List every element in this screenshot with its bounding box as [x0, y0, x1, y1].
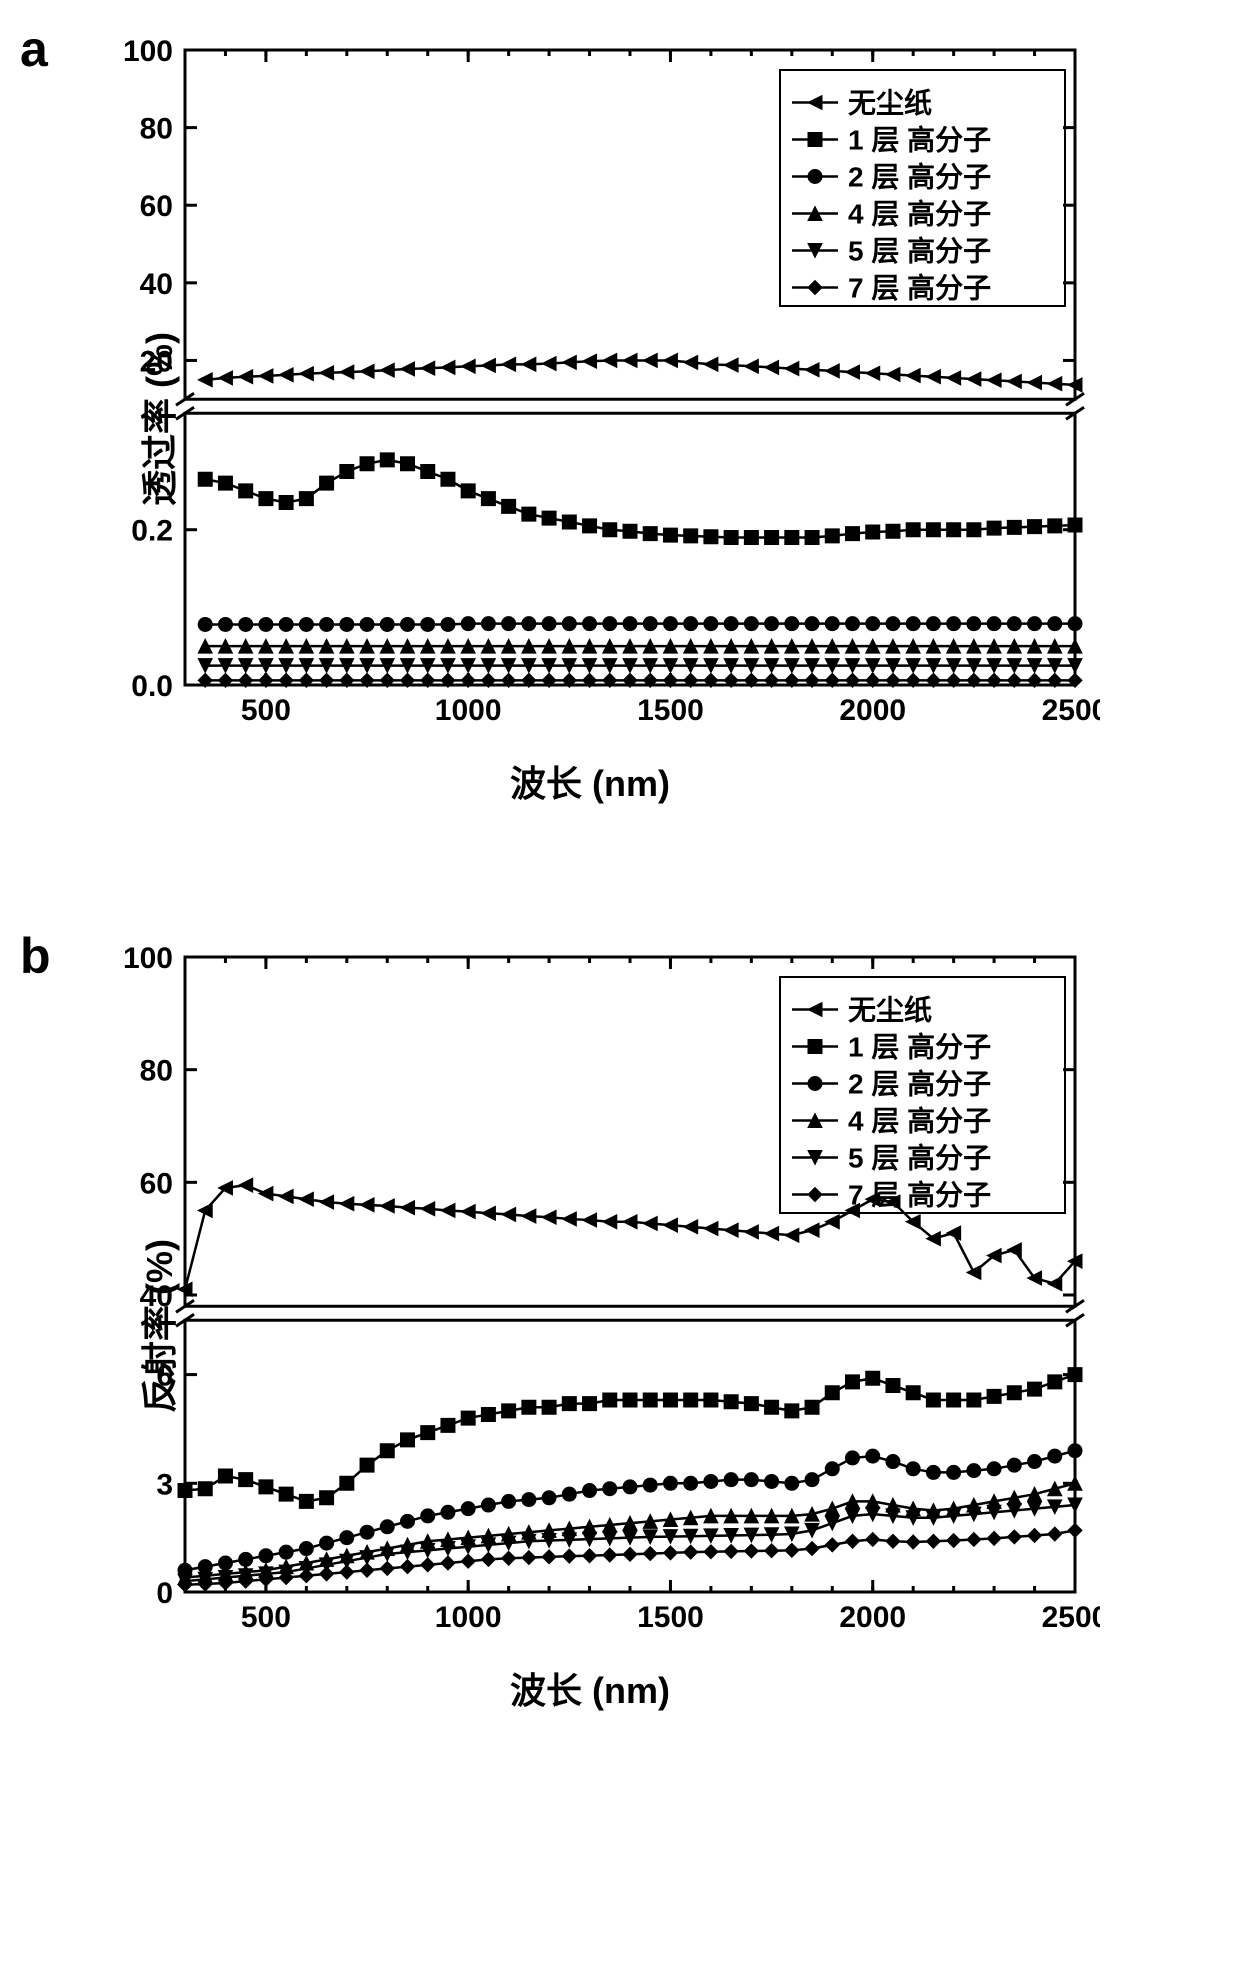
svg-text:0: 0	[156, 1577, 173, 1610]
svg-text:40: 40	[140, 268, 173, 301]
svg-text:60: 60	[140, 1167, 173, 1200]
svg-text:0.2: 0.2	[131, 515, 173, 548]
svg-text:80: 80	[140, 1055, 173, 1088]
svg-text:500: 500	[241, 1601, 291, 1634]
svg-text:2500: 2500	[1042, 694, 1100, 727]
xlabel-a: 波长 (nm)	[510, 755, 670, 807]
series-无尘纸	[205, 360, 1075, 384]
legend-item-5: 7 层 高分子	[848, 273, 991, 304]
chart-b: 5001000150020002500406080100036无尘纸1 层 高分…	[80, 937, 1100, 1657]
series-2层	[205, 624, 1075, 625]
figure-panel-b: b反射率 (%)5001000150020002500406080100036无…	[80, 937, 1240, 1714]
svg-text:1000: 1000	[435, 1601, 502, 1634]
legend-item-1: 1 层 高分子	[848, 1032, 991, 1063]
figure-panel-a: a透过率 (%)5001000150020002500204060801000.…	[80, 30, 1240, 807]
series-1层	[205, 460, 1075, 538]
ylabel-b: 反射率 (%)	[131, 1239, 183, 1413]
xlabel-b: 波长 (nm)	[510, 1662, 670, 1714]
panel-label-a: a	[20, 20, 48, 78]
svg-text:2000: 2000	[839, 694, 906, 727]
svg-text:2000: 2000	[839, 1601, 906, 1634]
svg-text:100: 100	[123, 942, 173, 975]
legend-item-5: 7 层 高分子	[848, 1180, 991, 1211]
legend-item-0: 无尘纸	[848, 87, 932, 119]
svg-text:2500: 2500	[1042, 1601, 1100, 1634]
legend-item-3: 4 层 高分子	[848, 199, 991, 230]
svg-text:1500: 1500	[637, 694, 704, 727]
svg-text:500: 500	[241, 694, 291, 727]
svg-text:60: 60	[140, 190, 173, 223]
legend-item-4: 5 层 高分子	[848, 236, 991, 267]
svg-text:3: 3	[156, 1468, 173, 1501]
legend-item-2: 2 层 高分子	[848, 162, 991, 193]
svg-text:100: 100	[123, 35, 173, 68]
legend-item-1: 1 层 高分子	[848, 125, 991, 156]
legend-item-3: 4 层 高分子	[848, 1106, 991, 1137]
panel-label-b: b	[20, 927, 51, 985]
legend-item-2: 2 层 高分子	[848, 1069, 991, 1100]
ylabel-a: 透过率 (%)	[131, 332, 183, 506]
legend-item-0: 无尘纸	[848, 994, 932, 1026]
chart-a: 5001000150020002500204060801000.00.2无尘纸1…	[80, 30, 1100, 750]
svg-text:80: 80	[140, 113, 173, 146]
svg-text:1500: 1500	[637, 1601, 704, 1634]
legend-item-4: 5 层 高分子	[848, 1143, 991, 1174]
svg-text:1000: 1000	[435, 694, 502, 727]
svg-text:0.0: 0.0	[131, 670, 173, 703]
